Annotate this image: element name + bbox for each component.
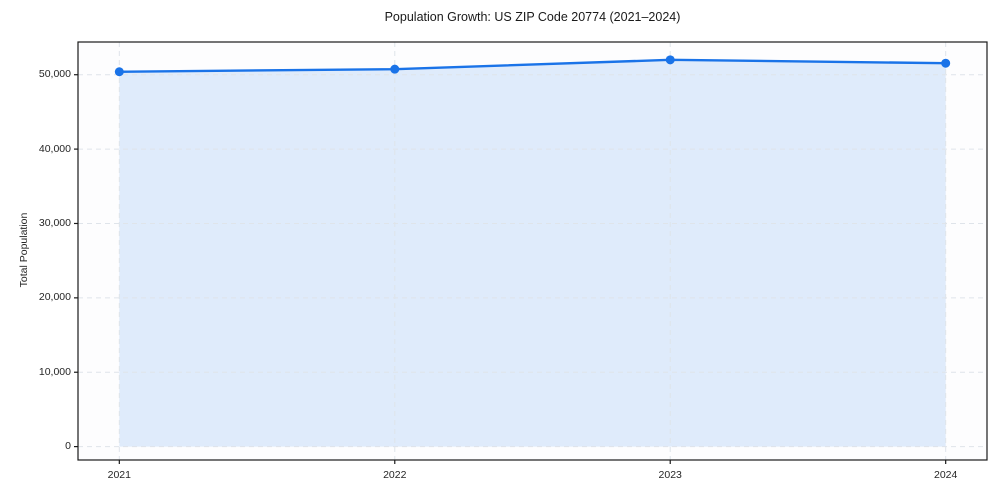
area-fill (119, 59, 946, 447)
y-tick-label: 0 (65, 440, 71, 453)
y-tick-label: 20,000 (38, 291, 71, 304)
x-tick-label: 2022 (383, 469, 407, 481)
y-tick-label: 50,000 (38, 68, 71, 81)
x-tick-label: 2021 (107, 469, 131, 481)
data-point-2024 (941, 58, 951, 68)
x-tick-label: 2023 (658, 469, 682, 481)
data-point-2021 (114, 67, 124, 77)
y-tick-label: 30,000 (38, 216, 71, 229)
data-point-2022 (390, 64, 400, 74)
chart-title: Population Growth: US ZIP Code 20774 (20… (384, 10, 681, 24)
plot-background (78, 42, 987, 460)
x-tick-label: 2024 (933, 469, 958, 481)
data-point-2023 (665, 55, 675, 65)
plot-border (77, 41, 988, 461)
y-tick-label: 40,000 (38, 142, 71, 155)
line-series (118, 58, 947, 73)
y-tick-label: 10,000 (38, 365, 71, 378)
